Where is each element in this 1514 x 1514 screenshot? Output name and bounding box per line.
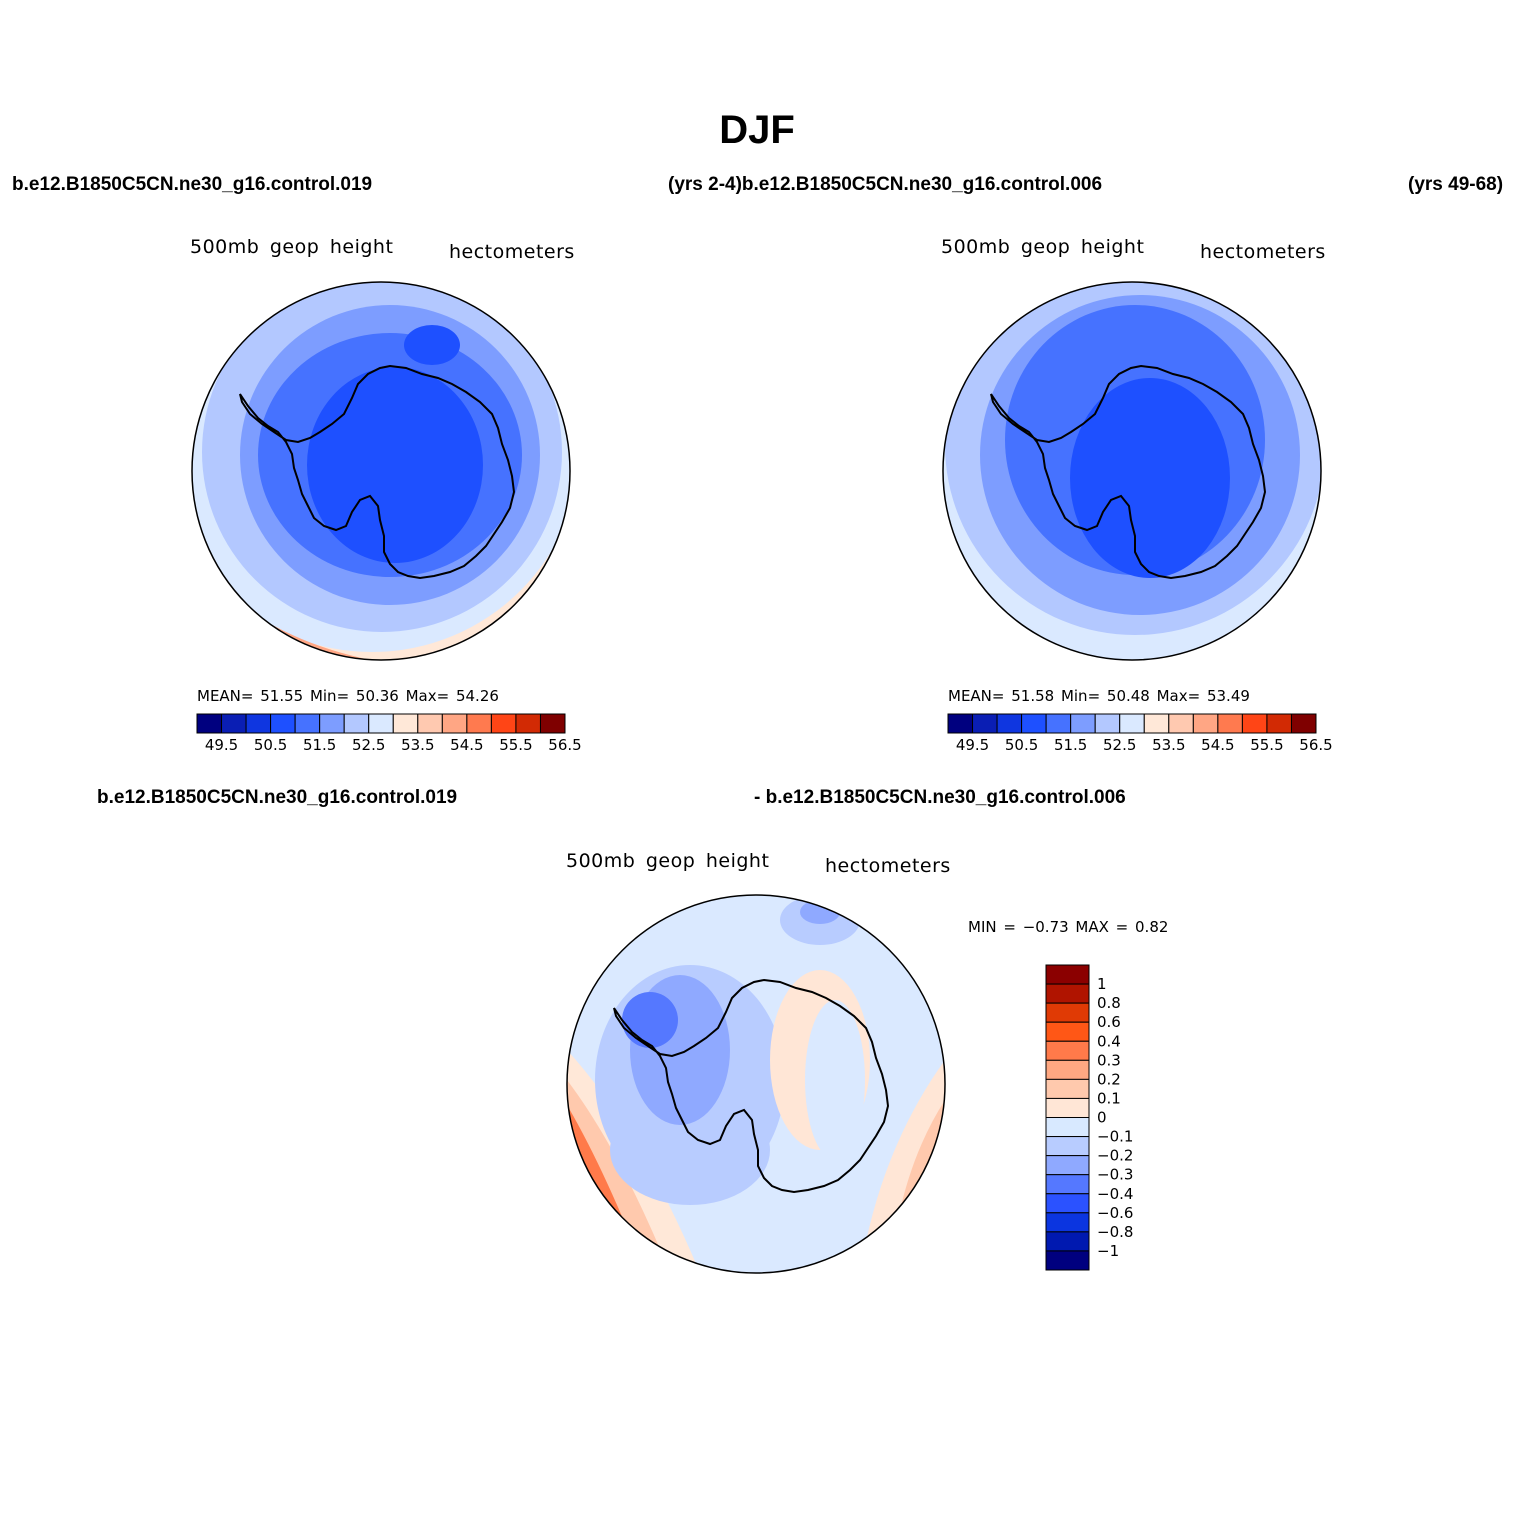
panel2-colorbar-swatch	[1266, 713, 1292, 734]
panel1-colorbar-swatch	[539, 713, 566, 734]
panel2-colorbar-swatch	[972, 713, 998, 734]
panel1-colorbar-tick-label: 56.5	[548, 736, 581, 754]
panel1-colorbar-swatch	[490, 713, 517, 734]
case-label-top-mid: (yrs 2-4)b.e12.B1850C5CN.ne30_g16.contro…	[668, 174, 1103, 195]
panel3-map	[566, 894, 946, 1274]
panel3-units: hectometers	[825, 855, 951, 877]
panel3-colorbar-swatch	[1045, 1136, 1090, 1157]
panel2-colorbar-swatch	[1143, 713, 1170, 734]
panel2-colorbar-tick-label: 50.5	[1005, 736, 1038, 754]
figure-title: DJF	[719, 108, 795, 152]
panel2-colorbar-swatch	[1241, 713, 1268, 734]
panel3-colorbar-tick-label: 0.8	[1097, 994, 1121, 1012]
panel1-colorbar-swatch	[319, 713, 345, 734]
panel1-colorbar-tick-label: 51.5	[303, 736, 336, 754]
panel3-colorbar-tick-label: 1	[1097, 975, 1107, 993]
panel1-variable: 500mb geop height	[190, 236, 394, 258]
panel2-units: hectometers	[1200, 241, 1326, 263]
panel3-variable: 500mb geop height	[566, 850, 770, 872]
panel2-colorbar-tick-label: 49.5	[956, 736, 989, 754]
panel1-colorbar: 49.5 50.5 51.5 52.5 53.5 54.5 55.5 56.5	[196, 713, 582, 754]
panel3-colorbar-tick-label: 0.2	[1097, 1070, 1121, 1088]
panel1-colorbar-swatch	[196, 713, 223, 734]
panel1-colorbar-swatch	[294, 713, 321, 734]
panel1-units: hectometers	[449, 241, 575, 263]
panel3-colorbar-swatch	[1045, 1117, 1090, 1138]
panel1-colorbar-swatch	[466, 713, 492, 734]
panel1-stats: MEAN= 51.55 Min= 50.36 Max= 54.26	[197, 687, 499, 705]
panel3-stats: MIN = −0.73 MAX = 0.82	[968, 918, 1169, 936]
panel2-colorbar-tick-label: 53.5	[1152, 736, 1185, 754]
panel1-colorbar-swatch	[441, 713, 468, 734]
case-label-top-left: b.e12.B1850C5CN.ne30_g16.control.019	[12, 174, 373, 195]
panel2-colorbar-tick-label: 56.5	[1299, 736, 1332, 754]
panel2-colorbar-tick-label: 52.5	[1103, 736, 1136, 754]
panel3-colorbar-tick-label: −0.4	[1097, 1185, 1133, 1203]
panel2-colorbar-swatch	[1021, 713, 1047, 734]
panel2-colorbar-swatch	[1192, 713, 1219, 734]
panel2-colorbar-swatch	[1070, 713, 1096, 734]
panel3-colorbar-swatch	[1045, 1078, 1090, 1099]
panel3-colorbar-tick-label: 0.6	[1097, 1013, 1121, 1031]
panel3-colorbar-swatch	[1045, 1174, 1090, 1195]
panel2-colorbar-swatch	[947, 713, 974, 734]
panel2-colorbar-swatch	[1045, 713, 1072, 734]
panel1-colorbar-tick-label: 50.5	[254, 736, 287, 754]
panel3-colorbar-tick-label: 0.1	[1097, 1089, 1121, 1107]
panel2-colorbar-swatch	[1290, 713, 1317, 734]
panel2-colorbar-swatch	[1168, 713, 1194, 734]
panel3-colorbar-tick-label: 0	[1097, 1109, 1107, 1127]
panel3-colorbar-swatch	[1045, 1155, 1090, 1176]
panel1-colorbar-tick-label: 53.5	[401, 736, 434, 754]
panel3-colorbar-tick-label: 0.4	[1097, 1032, 1121, 1050]
panel2-colorbar-tick-label: 51.5	[1054, 736, 1087, 754]
panel1-colorbar-swatch	[221, 713, 247, 734]
panel1-colorbar-tick-label: 55.5	[499, 736, 532, 754]
case-label-bottom-left: b.e12.B1850C5CN.ne30_g16.control.019	[97, 787, 458, 808]
case-label-bottom-mid: - b.e12.B1850C5CN.ne30_g16.control.006	[754, 787, 1126, 808]
panel1-colorbar-tick-label: 49.5	[205, 736, 238, 754]
panel2-stats: MEAN= 51.58 Min= 50.48 Max= 53.49	[948, 687, 1250, 705]
panel3-colorbar-swatch	[1045, 1212, 1090, 1233]
panel1-colorbar-swatch	[368, 713, 394, 734]
panel1-colorbar-tick-label: 54.5	[450, 736, 483, 754]
panel1-map	[191, 281, 571, 661]
panel2-map	[942, 281, 1322, 661]
panel3-colorbar-tick-label: −0.3	[1097, 1166, 1133, 1184]
panel3-colorbar-swatch	[1045, 1193, 1090, 1214]
panel2-variable: 500mb geop height	[941, 236, 1145, 258]
panel1-colorbar-swatch	[417, 713, 443, 734]
panel3-colorbar-tick-label: 0.3	[1097, 1051, 1121, 1069]
panel2-colorbar-swatch	[996, 713, 1023, 734]
panel3-colorbar-tick-label: −0.8	[1097, 1223, 1133, 1241]
panel3-colorbar-swatch	[1045, 1097, 1090, 1118]
panel2-colorbar-tick-label: 54.5	[1201, 736, 1234, 754]
panel3-colorbar-swatch	[1045, 1021, 1090, 1042]
panel1-colorbar-swatch	[343, 713, 370, 734]
panel2-colorbar-swatch	[1217, 713, 1243, 734]
panel3-colorbar-tick-label: −0.6	[1097, 1204, 1133, 1222]
panel3-colorbar-swatch	[1045, 1040, 1090, 1061]
panel2-colorbar-swatch	[1094, 713, 1121, 734]
panel3-colorbar-swatch	[1045, 1231, 1090, 1252]
panel1-colorbar-swatch	[392, 713, 419, 734]
panel2-colorbar-swatch	[1119, 713, 1145, 734]
panel3-colorbar-tick-label: −0.2	[1097, 1147, 1133, 1165]
panel3-colorbar-tick-label: −1	[1097, 1242, 1119, 1260]
panel3-colorbar: 10.80.60.40.30.20.1 0−0.1−0.2−0.3−0.4−0.6…	[1045, 964, 1133, 1271]
panel3-colorbar-swatch	[1045, 964, 1090, 985]
panel3-colorbar-swatch	[1045, 983, 1090, 1004]
panel2-colorbar: 49.5 50.5 51.5 52.5 53.5 54.5 55.5 56.5	[947, 713, 1333, 754]
panel1-colorbar-swatch	[270, 713, 296, 734]
panel3-colorbar-tick-label: −0.1	[1097, 1128, 1133, 1146]
panel2-colorbar-tick-label: 55.5	[1250, 736, 1283, 754]
panel3-colorbar-swatch	[1045, 1059, 1090, 1080]
panel1-colorbar-swatch	[515, 713, 541, 734]
panel1-colorbar-tick-label: 52.5	[352, 736, 385, 754]
panel1-colorbar-swatch	[245, 713, 272, 734]
case-label-top-right: (yrs 49-68)	[1408, 174, 1504, 195]
panel3-colorbar-swatch	[1045, 1250, 1090, 1271]
panel3-colorbar-swatch	[1045, 1002, 1090, 1023]
